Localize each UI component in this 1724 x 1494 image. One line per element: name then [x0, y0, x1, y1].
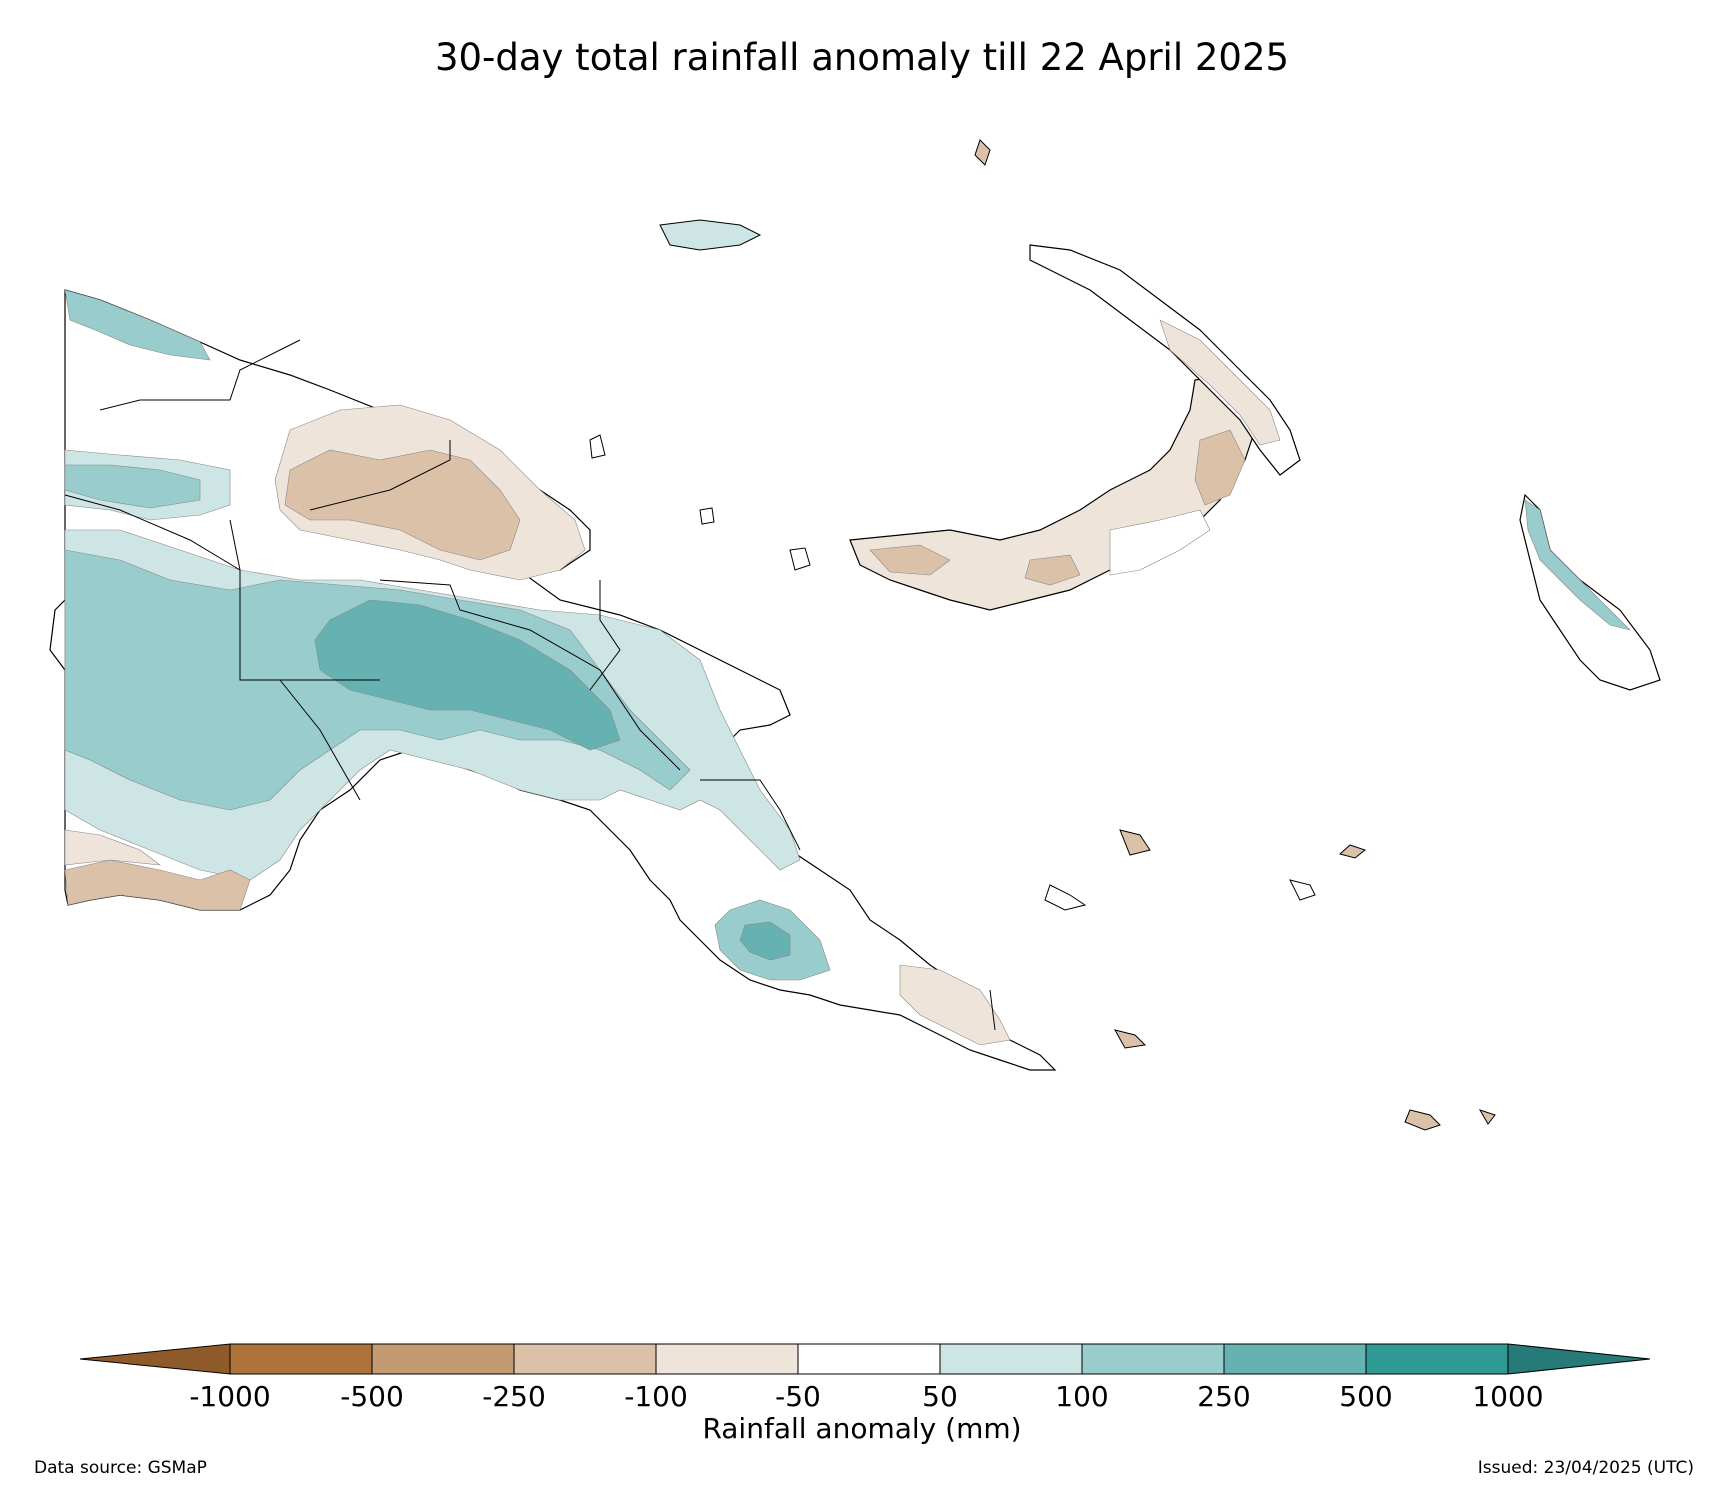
highlands-core: [314, 599, 621, 751]
colorbar-segment: [1081, 1343, 1225, 1375]
small-islands: [589, 139, 1496, 1131]
new-britain-white: [1109, 509, 1211, 576]
colorbar-segment: [655, 1343, 799, 1375]
new-ireland-light: [1159, 319, 1281, 446]
colorbar-tick: -1000: [189, 1380, 271, 1413]
colorbar-title: Rainfall anomaly (mm): [702, 1412, 1022, 1445]
new-britain-brown-3: [1024, 554, 1081, 586]
map-title: 30-day total rainfall anomaly till 22 Ap…: [434, 36, 1290, 79]
new-ireland: [1029, 244, 1301, 476]
colorbar-arrow-low: [80, 1343, 231, 1375]
colorbar-segment: [1223, 1343, 1367, 1375]
manus-island: [659, 219, 762, 251]
bougainville-teal: [1524, 499, 1631, 631]
colorbar-tick: 500: [1339, 1380, 1393, 1413]
new-britain: [849, 374, 1256, 611]
colorbar-tick: 250: [1197, 1380, 1251, 1413]
colorbar-segment: [797, 1343, 941, 1375]
colorbar-tick: 100: [1055, 1380, 1109, 1413]
colorbar-tick: -500: [340, 1380, 404, 1413]
issued-date: Issued: 23/04/2025 (UTC): [1477, 1458, 1694, 1478]
new-britain-brown-1: [1194, 429, 1246, 506]
colorbar-arrow-high: [1507, 1343, 1650, 1375]
colorbar-segment: [513, 1343, 657, 1375]
data-source: Data source: GSMaP: [34, 1458, 207, 1478]
sepik-brown: [284, 449, 521, 561]
new-ireland-outline: [1029, 244, 1301, 476]
province-boundaries: [64, 339, 996, 1031]
colorbar-segment: [229, 1343, 373, 1375]
rainfall-anomaly-map: [49, 139, 1661, 1131]
colorbar-tick: -50: [775, 1380, 821, 1413]
colorbar-tick: 50: [922, 1380, 958, 1413]
colorbar-tick: -100: [624, 1380, 688, 1413]
colorbar-tick: -250: [482, 1380, 546, 1413]
north-coast-teal: [64, 289, 211, 361]
colorbar-tick: 1000: [1472, 1380, 1544, 1413]
colorbar-segment: [371, 1343, 515, 1375]
colorbar: [80, 1343, 1650, 1375]
bougainville: [1519, 493, 1661, 691]
south-west-light: [64, 829, 162, 866]
new-britain-brown-2: [869, 544, 951, 576]
milne-bay-light: [899, 964, 1011, 1046]
colorbar-segment: [939, 1343, 1083, 1375]
papuan-peninsula-core: [739, 921, 791, 961]
mainland: [49, 289, 1057, 1071]
colorbar-segment: [1365, 1343, 1509, 1375]
west-teal-band: [64, 464, 201, 509]
south-west-brown: [64, 859, 251, 911]
